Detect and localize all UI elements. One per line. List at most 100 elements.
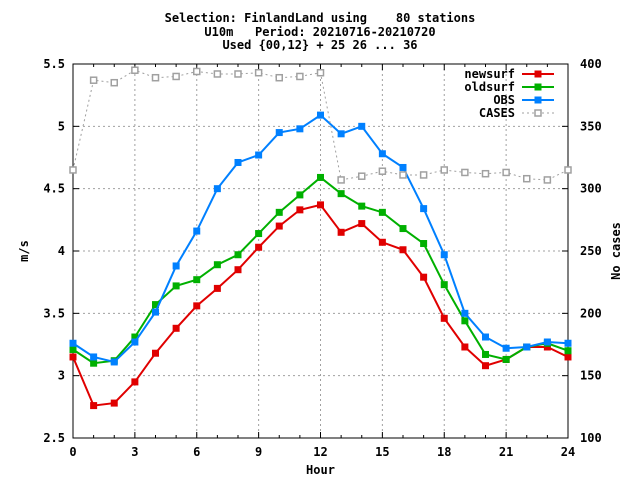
x-tick-label: 18 <box>437 445 451 459</box>
data-point-newsurf <box>420 273 428 281</box>
data-point-cases <box>523 174 531 183</box>
data-point-cases <box>440 166 448 174</box>
data-point-cases <box>399 171 407 179</box>
data-point-oldsurf <box>69 345 77 353</box>
data-point-oldsurf <box>337 190 345 198</box>
data-point-cases <box>89 76 98 84</box>
y-tick-label: 4 <box>58 244 65 258</box>
data-point-oldsurf <box>172 282 180 290</box>
x-axis-label: Hour <box>306 463 335 477</box>
legend-label-obs: OBS <box>493 93 515 107</box>
data-point-oldsurf <box>255 230 263 238</box>
legend-marker-obs <box>534 96 542 104</box>
x-tick-label: 3 <box>131 445 138 459</box>
legend-marker-oldsurf <box>534 83 542 91</box>
y-axis-label: m/s <box>17 240 31 262</box>
data-point-cases <box>543 176 552 184</box>
data-point-obs <box>502 344 510 352</box>
x-tick-label: 24 <box>561 445 575 459</box>
data-point-newsurf <box>234 266 242 274</box>
y2-axis-label: No cases <box>609 222 623 280</box>
x-tick-label: 9 <box>255 445 262 459</box>
data-point-oldsurf <box>275 208 283 216</box>
data-point-obs <box>399 163 407 171</box>
data-point-cases <box>69 166 77 174</box>
y-tick-label: 4.5 <box>43 182 65 196</box>
y2-tick-label: 150 <box>580 369 602 383</box>
legend-marker-cases <box>534 109 542 117</box>
data-point-oldsurf <box>440 281 448 289</box>
data-point-cases <box>234 70 242 78</box>
data-point-newsurf <box>399 246 407 254</box>
data-point-cases <box>358 172 366 180</box>
data-point-oldsurf <box>482 350 489 358</box>
data-point-newsurf <box>131 378 139 386</box>
data-point-newsurf <box>337 228 345 236</box>
data-point-newsurf <box>482 362 489 370</box>
data-point-newsurf <box>213 284 221 292</box>
data-point-cases <box>378 167 387 175</box>
data-point-obs <box>69 339 77 347</box>
data-point-newsurf <box>152 349 159 357</box>
y2-tick-label: 250 <box>580 244 602 258</box>
legend-label-cases: CASES <box>479 106 515 120</box>
data-point-cases <box>316 68 325 77</box>
legend-marker-newsurf <box>534 70 542 78</box>
data-point-obs <box>358 122 366 130</box>
data-point-oldsurf <box>90 359 98 367</box>
data-point-cases <box>254 68 263 77</box>
data-point-newsurf <box>110 399 118 407</box>
data-point-oldsurf <box>461 317 469 325</box>
data-point-oldsurf <box>296 191 304 199</box>
x-tick-label: 12 <box>313 445 327 459</box>
data-point-obs <box>317 111 324 119</box>
data-point-oldsurf <box>358 202 366 210</box>
data-point-obs <box>152 308 159 316</box>
y2-tick-label: 300 <box>580 182 602 196</box>
data-point-obs <box>213 185 221 193</box>
data-point-newsurf <box>564 353 572 361</box>
y-tick-label: 3 <box>58 369 65 383</box>
data-point-cases <box>296 72 304 81</box>
data-point-obs <box>172 262 180 270</box>
y-tick-label: 5 <box>58 119 65 133</box>
data-point-newsurf <box>378 238 386 246</box>
legend-label-newsurf: newsurf <box>464 67 515 81</box>
data-point-newsurf <box>69 353 77 361</box>
data-point-newsurf <box>193 302 201 310</box>
data-point-oldsurf <box>213 261 221 269</box>
data-point-obs <box>523 343 531 351</box>
data-point-newsurf <box>358 220 366 228</box>
data-point-oldsurf <box>234 251 242 259</box>
y2-tick-label: 400 <box>580 57 602 71</box>
x-tick-label: 21 <box>499 445 513 459</box>
data-point-newsurf <box>90 402 98 410</box>
data-point-cases <box>193 67 201 76</box>
chart-title-line-3: Used {00,12} + 25 26 ... 36 <box>222 38 418 52</box>
x-tick-label: 6 <box>193 445 200 459</box>
data-point-obs <box>461 309 469 317</box>
y2-tick-label: 100 <box>580 431 602 445</box>
data-point-oldsurf <box>502 355 510 363</box>
y-tick-label: 5.5 <box>43 57 65 71</box>
y2-tick-label: 350 <box>580 119 602 133</box>
data-point-obs <box>420 205 428 213</box>
data-point-obs <box>337 130 345 138</box>
x-tick-label: 15 <box>375 445 389 459</box>
data-point-oldsurf <box>399 225 407 233</box>
data-point-newsurf <box>275 222 283 230</box>
data-point-cases <box>419 171 428 179</box>
data-point-oldsurf <box>378 208 386 216</box>
data-point-obs <box>110 358 118 366</box>
data-point-cases <box>131 66 139 74</box>
data-point-newsurf <box>461 343 469 351</box>
chart-title-line-1: Selection: FinlandLand using 80 stations <box>164 11 476 25</box>
data-point-obs <box>131 338 139 346</box>
data-point-newsurf <box>172 324 180 332</box>
data-point-oldsurf <box>193 276 201 284</box>
data-point-cases <box>151 73 160 82</box>
data-point-obs <box>440 251 448 259</box>
data-point-oldsurf <box>564 347 572 355</box>
